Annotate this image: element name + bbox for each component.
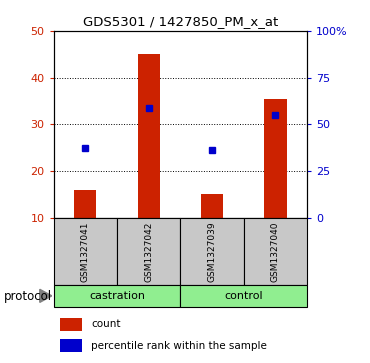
- Text: percentile rank within the sample: percentile rank within the sample: [91, 341, 267, 351]
- Text: protocol: protocol: [4, 290, 52, 303]
- Bar: [54, 285, 181, 307]
- Bar: [201, 195, 223, 218]
- Bar: [181, 218, 244, 285]
- Bar: [117, 218, 181, 285]
- Bar: [244, 218, 307, 285]
- Bar: [138, 54, 160, 218]
- Polygon shape: [40, 289, 52, 302]
- Text: castration: castration: [89, 291, 145, 301]
- Bar: [74, 190, 97, 218]
- Title: GDS5301 / 1427850_PM_x_at: GDS5301 / 1427850_PM_x_at: [83, 15, 278, 28]
- Bar: [181, 285, 307, 307]
- Bar: [60, 318, 82, 331]
- Bar: [60, 339, 82, 352]
- Text: GSM1327042: GSM1327042: [144, 221, 153, 282]
- Text: GSM1327039: GSM1327039: [208, 221, 216, 282]
- Text: GSM1327041: GSM1327041: [81, 221, 90, 282]
- Text: control: control: [225, 291, 263, 301]
- Bar: [54, 218, 117, 285]
- Text: count: count: [91, 319, 121, 330]
- Text: GSM1327040: GSM1327040: [271, 221, 280, 282]
- Bar: [264, 99, 286, 218]
